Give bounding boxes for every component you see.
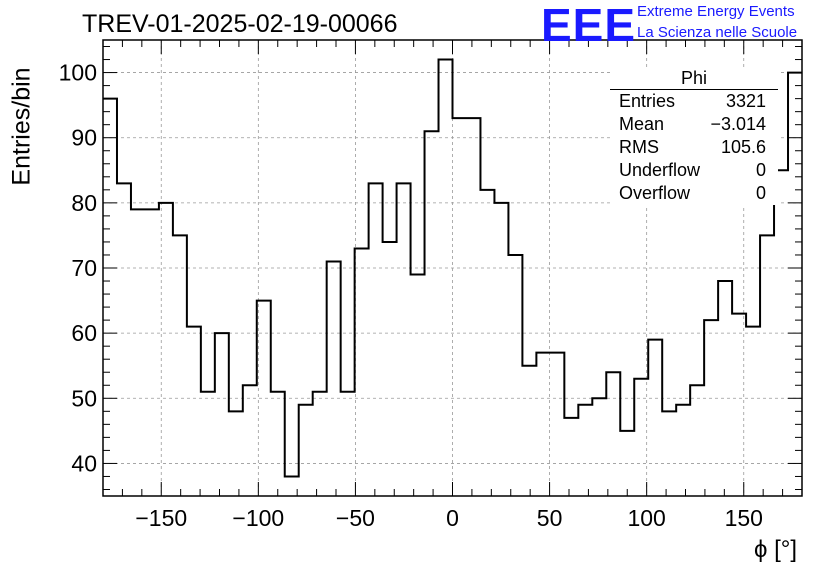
x-tick-label: 50 xyxy=(537,505,563,531)
stats-row-underflow: Underflow 0 xyxy=(610,159,778,182)
x-tick-label: 0 xyxy=(446,505,459,531)
x-axis-label: ϕ [°] xyxy=(754,536,798,563)
stats-label: Entries xyxy=(619,91,676,111)
eee-logo-mark: EEE xyxy=(541,0,637,51)
y-tick-label: 80 xyxy=(71,190,97,216)
stats-value: 3321 xyxy=(725,91,766,111)
eee-logo-line2: La Scienza nelle Scuole xyxy=(637,24,798,41)
stats-label: Underflow xyxy=(619,160,701,180)
stats-row-mean: Mean −3.014 xyxy=(610,113,778,136)
stats-label: Overflow xyxy=(619,183,691,203)
stats-value: 105.6 xyxy=(720,137,766,157)
stats-value: 0 xyxy=(755,160,766,180)
stats-row-overflow: Overflow 0 xyxy=(610,182,778,205)
stats-title: Phi xyxy=(610,68,778,90)
x-tick-label: −50 xyxy=(336,505,375,531)
y-tick-label: 60 xyxy=(71,320,97,346)
x-tick-label: 150 xyxy=(725,505,763,531)
stats-row-entries: Entries 3321 xyxy=(610,90,778,113)
stats-value: −3.014 xyxy=(710,114,766,134)
y-tick-label: 40 xyxy=(71,450,97,476)
stats-value: 0 xyxy=(755,183,766,203)
eee-logo-line1: Extreme Energy Events xyxy=(637,3,795,20)
y-tick-label: 50 xyxy=(71,385,97,411)
y-tick-label: 100 xyxy=(59,60,97,86)
chart-title: TREV-01-2025-02-19-00066 xyxy=(82,10,398,38)
stats-label: RMS xyxy=(619,137,659,157)
x-tick-label: −100 xyxy=(232,505,284,531)
histogram-line xyxy=(103,58,802,478)
y-tick-label: 90 xyxy=(71,125,97,151)
stats-label: Mean xyxy=(619,114,665,134)
stats-box: Phi Entries 3321 Mean −3.014 RMS 105.6 U… xyxy=(610,68,778,205)
stats-row-rms: RMS 105.6 xyxy=(610,136,778,159)
x-tick-label: −150 xyxy=(135,505,187,531)
x-tick-label: 100 xyxy=(627,505,665,531)
y-tick-label: 70 xyxy=(71,255,97,281)
